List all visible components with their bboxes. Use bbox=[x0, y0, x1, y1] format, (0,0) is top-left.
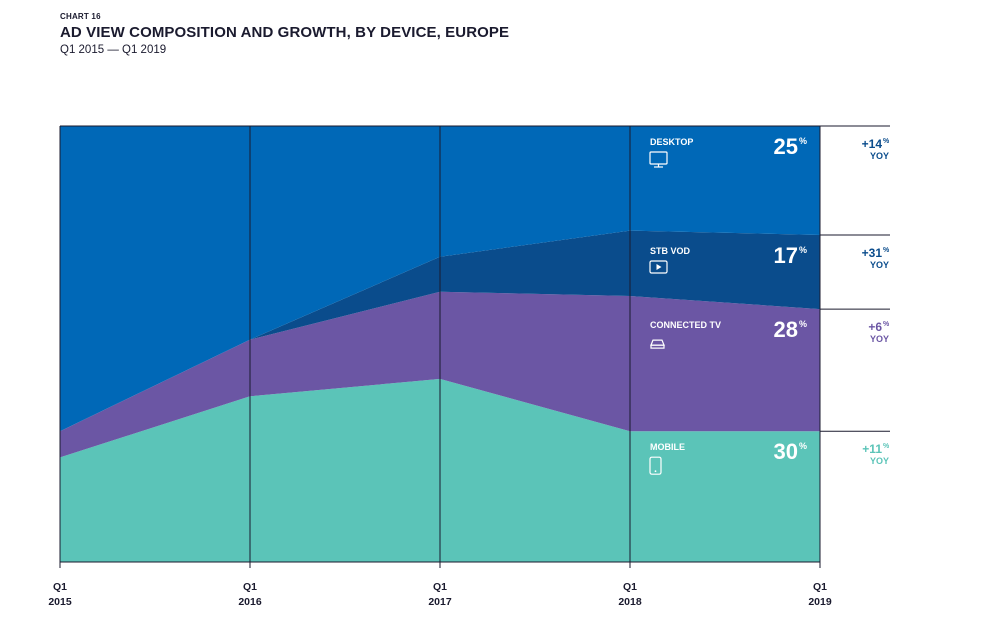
yoy-value-connected-tv: +6 bbox=[868, 320, 882, 334]
yoy-value-desktop: +14 bbox=[862, 137, 883, 151]
chart-subtitle: Q1 2015 — Q1 2019 bbox=[60, 44, 167, 56]
yoy-text-connected-tv: YOY bbox=[870, 334, 889, 344]
desktop-icon bbox=[649, 151, 668, 168]
x-tick-quarter-3: Q1 bbox=[623, 581, 637, 593]
yoy-layer: +11 %YOY+6 %YOY+31 %YOY+14 %YOY bbox=[820, 125, 890, 466]
x-tick-quarter-1: Q1 bbox=[243, 581, 257, 593]
segment-share-stb-vod: 17 bbox=[774, 243, 798, 268]
segment-share-percent-mobile: % bbox=[799, 441, 807, 451]
segment-share-desktop: 25 bbox=[774, 134, 798, 159]
yoy-percent-mobile: % bbox=[883, 443, 890, 450]
x-tick-quarter-2: Q1 bbox=[433, 581, 447, 593]
x-tick-year-0: 2015 bbox=[48, 596, 72, 608]
x-tick-year-4: 2019 bbox=[808, 596, 832, 608]
yoy-percent-stb-vod: % bbox=[883, 247, 890, 254]
mobile-icon bbox=[649, 456, 662, 475]
segment-share-percent-desktop: % bbox=[799, 136, 807, 146]
chart-kicker: CHART 16 bbox=[60, 12, 101, 21]
segment-share-percent-stb-vod: % bbox=[799, 245, 807, 255]
icon-layer bbox=[649, 151, 668, 475]
yoy-text-stb-vod: YOY bbox=[870, 260, 889, 270]
grid-layer bbox=[59, 125, 821, 568]
yoy-text-desktop: YOY bbox=[870, 151, 889, 161]
segment-share-mobile: 30 bbox=[774, 439, 798, 464]
yoy-percent-connected-tv: % bbox=[883, 321, 890, 328]
yoy-text-mobile: YOY bbox=[870, 456, 889, 466]
segment-label-layer: MOBILE 30 % CONNECTED TV 28 % STB VOD 17 % DESKTO… bbox=[650, 134, 807, 464]
segment-share-percent-connected-tv: % bbox=[799, 319, 807, 329]
play-icon bbox=[649, 260, 668, 274]
x-tick-quarter-0: Q1 bbox=[53, 581, 67, 593]
segment-label-connected-tv: CONNECTED TV bbox=[650, 320, 721, 330]
x-tick-year-1: 2016 bbox=[238, 596, 262, 608]
segment-label-mobile: MOBILE bbox=[650, 442, 685, 452]
x-tick-year-2: 2017 bbox=[428, 596, 452, 608]
yoy-percent-desktop: % bbox=[883, 138, 890, 145]
x-tick-year-3: 2018 bbox=[618, 596, 642, 608]
tv-box-icon bbox=[650, 339, 665, 349]
chart-title: AD VIEW COMPOSITION AND GROWTH, BY DEVIC… bbox=[60, 24, 510, 41]
segment-label-stb-vod: STB VOD bbox=[650, 246, 691, 256]
segment-share-connected-tv: 28 bbox=[774, 317, 798, 342]
yoy-value-stb-vod: +31 bbox=[862, 246, 883, 260]
x-tick-quarter-4: Q1 bbox=[813, 581, 827, 593]
yoy-value-mobile: +11 bbox=[862, 442, 882, 456]
segment-label-desktop: DESKTOP bbox=[650, 137, 693, 147]
x-axis-ticks: Q1 2015 Q1 2016 Q1 2017 Q1 2018 Q1 2019 bbox=[48, 581, 832, 608]
